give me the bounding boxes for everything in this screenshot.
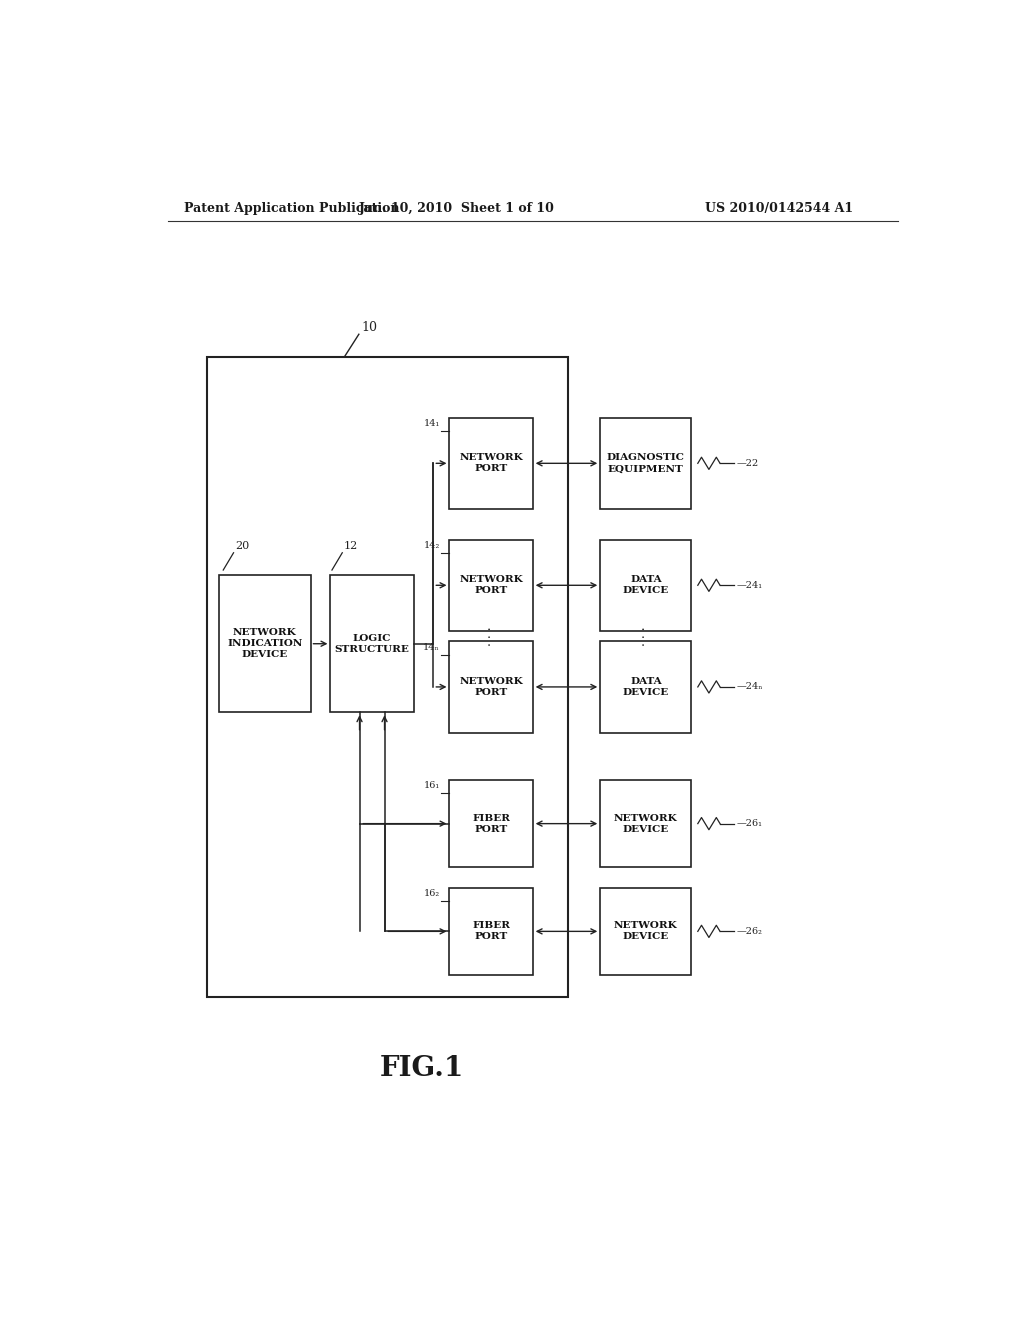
Text: Patent Application Publication: Patent Application Publication	[183, 202, 399, 215]
Text: 14₂: 14₂	[424, 541, 440, 550]
Bar	[331, 576, 414, 713]
Text: DIAGNOSTIC
EQUIPMENT: DIAGNOSTIC EQUIPMENT	[607, 453, 685, 474]
Bar	[450, 540, 532, 631]
Text: · · ·: · · ·	[639, 626, 652, 645]
Text: FIBER
PORT: FIBER PORT	[472, 813, 510, 834]
Bar	[600, 540, 691, 631]
Text: FIG.1: FIG.1	[380, 1055, 464, 1081]
Text: DATA
DEVICE: DATA DEVICE	[623, 677, 669, 697]
Bar	[600, 417, 691, 510]
Text: US 2010/0142544 A1: US 2010/0142544 A1	[705, 202, 853, 215]
Text: 10: 10	[361, 321, 377, 334]
Text: FIBER
PORT: FIBER PORT	[472, 921, 510, 941]
Bar	[450, 642, 532, 733]
Text: LOGIC
STRUCTURE: LOGIC STRUCTURE	[335, 634, 410, 653]
Bar	[450, 417, 532, 510]
Text: —26₁: —26₁	[736, 820, 763, 828]
Text: NETWORK
INDICATION
DEVICE: NETWORK INDICATION DEVICE	[227, 628, 302, 659]
Text: NETWORK
DEVICE: NETWORK DEVICE	[614, 921, 678, 941]
Text: 20: 20	[236, 541, 250, 550]
Text: —24ₙ: —24ₙ	[736, 682, 763, 692]
Bar	[600, 642, 691, 733]
Text: —22: —22	[736, 459, 759, 467]
Text: 12: 12	[344, 541, 358, 550]
Text: NETWORK
PORT: NETWORK PORT	[459, 677, 523, 697]
Bar	[450, 780, 532, 867]
Text: —24₁: —24₁	[736, 581, 763, 590]
Bar	[219, 576, 310, 713]
Bar	[207, 356, 568, 997]
Text: 16₁: 16₁	[424, 781, 440, 791]
Bar	[450, 888, 532, 974]
Text: 16₂: 16₂	[424, 890, 440, 898]
Text: NETWORK
DEVICE: NETWORK DEVICE	[614, 813, 678, 834]
Bar	[600, 780, 691, 867]
Text: Jun. 10, 2010  Sheet 1 of 10: Jun. 10, 2010 Sheet 1 of 10	[359, 202, 555, 215]
Bar	[600, 888, 691, 974]
Text: NETWORK
PORT: NETWORK PORT	[459, 576, 523, 595]
Text: DATA
DEVICE: DATA DEVICE	[623, 576, 669, 595]
Text: · · ·: · · ·	[484, 626, 498, 645]
Text: —26₂: —26₂	[736, 927, 763, 936]
Text: 14₁: 14₁	[424, 420, 440, 428]
Text: 14ₙ: 14ₙ	[423, 643, 440, 652]
Text: NETWORK
PORT: NETWORK PORT	[459, 453, 523, 474]
